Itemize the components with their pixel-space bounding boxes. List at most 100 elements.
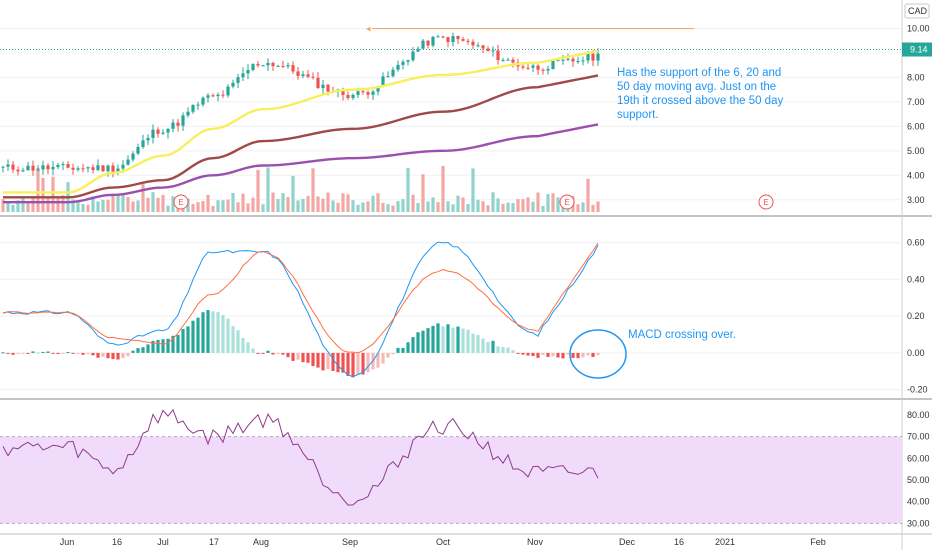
- candle: [51, 166, 55, 170]
- candle: [506, 59, 510, 61]
- volume-bar: [406, 167, 410, 212]
- macd-histogram-bar: [406, 342, 410, 353]
- candle: [521, 66, 525, 68]
- macd-tick-label: 0.60: [907, 238, 925, 248]
- macd-histogram-bar: [356, 352, 360, 375]
- candle: [446, 37, 450, 43]
- earnings-label: E: [763, 198, 768, 207]
- candle: [356, 91, 360, 95]
- volume-bar: [486, 205, 490, 212]
- macd-histogram-bar: [16, 352, 20, 354]
- candle: [376, 86, 380, 92]
- volume-bar: [401, 199, 405, 212]
- macd-histogram-bar: [346, 352, 350, 376]
- candle: [486, 48, 490, 52]
- macd-histogram-bar: [436, 323, 440, 353]
- candle: [426, 40, 430, 46]
- volume-bar: [56, 198, 60, 212]
- macd-histogram-bar: [311, 352, 315, 366]
- volume-bar: [246, 203, 250, 212]
- candle: [66, 164, 70, 168]
- macd-histogram-bar: [6, 352, 10, 354]
- macd-histogram-bar: [161, 339, 165, 353]
- candle: [351, 94, 355, 99]
- volume-bar: [206, 194, 210, 212]
- macd-histogram-bar: [296, 352, 300, 360]
- macd-histogram-bar: [351, 352, 355, 378]
- volume-bar: [306, 195, 310, 212]
- candle: [591, 53, 595, 61]
- macd-histogram-bar: [186, 326, 190, 353]
- price-tick-label: 7.00: [907, 97, 925, 107]
- macd-histogram-bar: [176, 335, 180, 353]
- volume-bar: [446, 201, 450, 212]
- last-price-tag: [902, 42, 932, 57]
- candle: [586, 53, 590, 61]
- earnings-circle: [173, 194, 189, 210]
- volume-bar: [536, 192, 540, 212]
- volume-bar: [236, 202, 240, 212]
- volume-bar: [136, 200, 140, 212]
- macd-histogram-bar: [376, 352, 380, 368]
- macd-histogram-bar: [26, 352, 30, 354]
- macd-histogram-bar: [326, 352, 330, 370]
- candle: [301, 74, 305, 76]
- candle: [31, 165, 35, 171]
- volume-bar: [111, 195, 115, 212]
- macd-histogram-bar: [46, 351, 50, 353]
- volume-bar: [491, 192, 495, 212]
- price-tick-label: 5.00: [907, 146, 925, 156]
- volume-bar: [96, 201, 100, 212]
- volume-bar: [221, 200, 225, 212]
- x-tick-label: Dec: [619, 537, 636, 547]
- price-tick-label: 6.00: [907, 121, 925, 131]
- macd-histogram-bar: [141, 347, 145, 353]
- macd-histogram-bar: [111, 352, 115, 360]
- macd-histogram-bar: [261, 352, 265, 354]
- candle: [296, 71, 300, 76]
- candle: [6, 164, 10, 167]
- candle: [386, 76, 390, 78]
- candle: [26, 165, 30, 171]
- macd-histogram-bar: [571, 352, 575, 358]
- volume-bar: [361, 202, 365, 212]
- candle: [431, 36, 435, 46]
- macd-histogram-bar: [301, 352, 305, 363]
- volume-bar: [501, 203, 505, 212]
- candle: [151, 129, 155, 138]
- macd-highlight-circle: [569, 329, 627, 379]
- volume-bar: [466, 204, 470, 212]
- macd-histogram-bar: [31, 351, 35, 353]
- macd-histogram-bar: [156, 339, 160, 353]
- candle: [461, 39, 465, 41]
- macd-histogram-bar: [216, 311, 220, 353]
- candle: [186, 111, 190, 116]
- candle: [111, 165, 115, 172]
- macd-histogram-bar: [566, 352, 570, 355]
- volume-bar: [141, 184, 145, 212]
- candle: [346, 94, 350, 99]
- volume-bar: [201, 201, 205, 212]
- macd-histogram-bar: [151, 340, 155, 353]
- volume-bar: [476, 199, 480, 212]
- candle: [526, 67, 530, 69]
- macd-histogram-bar: [526, 352, 530, 356]
- macd-histogram-bar: [476, 334, 480, 353]
- macd-histogram-bar: [496, 346, 500, 353]
- candle: [206, 95, 210, 98]
- candle: [281, 65, 285, 67]
- volume-bar: [586, 178, 590, 212]
- volume-bar: [276, 199, 280, 212]
- macd-histogram-bar: [61, 352, 65, 354]
- candle: [61, 164, 65, 166]
- candle: [491, 50, 495, 52]
- volume-bar: [116, 195, 120, 212]
- volume-bar: [291, 175, 295, 212]
- price-tick-label: 4.00: [907, 170, 925, 180]
- volume-bar: [271, 192, 275, 212]
- volume-bar: [126, 197, 130, 212]
- candle: [101, 165, 105, 172]
- rsi-tick-label: 30.00: [907, 518, 930, 528]
